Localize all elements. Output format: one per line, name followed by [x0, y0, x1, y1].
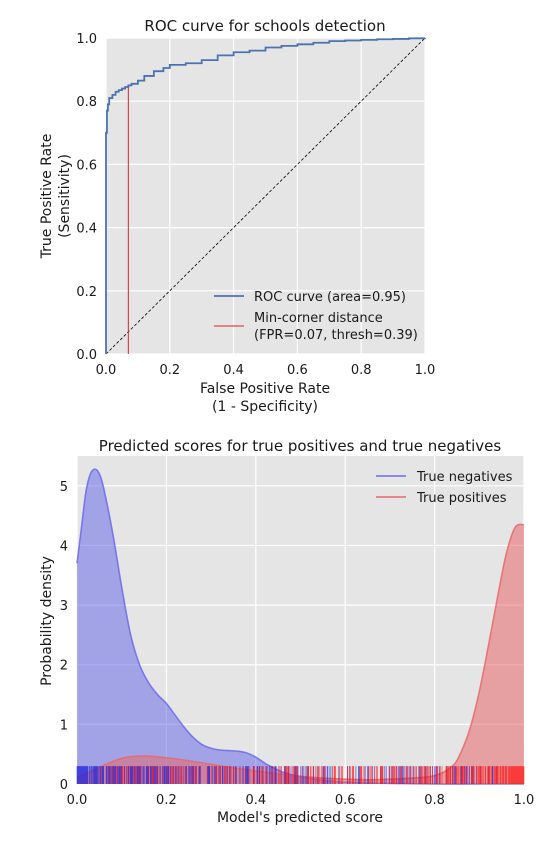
density-ytick-label: 2 — [60, 659, 68, 674]
density-ytick-label: 1 — [60, 718, 68, 733]
roc-title: ROC curve for schools detection — [144, 17, 385, 35]
density-xtick-label: 0.0 — [67, 793, 88, 808]
roc-gridlines — [105, 37, 426, 355]
density-tick-labels: 0.0 0.2 0.4 0.6 0.8 1.0 0 1 2 3 4 5 — [60, 480, 535, 808]
density-xtick-label: 0.6 — [335, 793, 356, 808]
roc-xlabel-line1: False Positive Rate — [200, 381, 330, 397]
roc-tick-labels: 0.0 0.2 0.4 0.6 0.8 1.0 0.0 0.2 0.4 0.6 0.8 1.0 — [76, 32, 435, 378]
density-legend-label-positives: True positives — [416, 491, 507, 506]
density-true-positives-line — [76, 523, 525, 781]
roc-ytick-label: 0.0 — [76, 348, 97, 363]
density-xlabel: Model's predicted score — [217, 810, 383, 826]
roc-legend-label-min-corner-1: Min-corner distance — [254, 311, 383, 326]
density-ytick-label: 3 — [60, 599, 68, 614]
roc-legend: ROC curve (area=0.95) Min-corner distanc… — [214, 290, 418, 343]
density-xtick-label: 1.0 — [514, 793, 535, 808]
roc-ytick-label: 0.4 — [76, 222, 97, 237]
roc-xtick-label: 0.8 — [351, 363, 372, 378]
density-ytick-label: 5 — [60, 480, 68, 495]
density-title: Predicted scores for true positives and … — [99, 437, 502, 455]
roc-ytick-label: 0.2 — [76, 285, 97, 300]
density-true-negatives-area — [77, 469, 524, 785]
roc-chart: 0.0 0.2 0.4 0.6 0.8 1.0 0.0 0.2 0.4 0.6 0.8 1.0 ROC… — [39, 17, 435, 415]
density-chart: 0.0 0.2 0.4 0.6 0.8 1.0 0 1 2 3 4 5 Predicted score… — [39, 437, 534, 826]
roc-legend-label-roc: ROC curve (area=0.95) — [254, 290, 406, 305]
roc-ylabel-line2: (Sensitivity) — [57, 154, 73, 238]
density-rug-marks — [76, 766, 525, 784]
roc-ylabel-line1: True Positive Rate — [39, 134, 55, 260]
roc-ytick-label: 0.6 — [76, 158, 97, 173]
density-legend: True negatives True positives — [376, 470, 513, 506]
roc-xtick-label: 0.4 — [223, 363, 244, 378]
roc-xtick-label: 0.0 — [96, 363, 117, 378]
roc-xtick-label: 0.6 — [287, 363, 308, 378]
roc-ytick-label: 1.0 — [76, 32, 97, 47]
density-legend-label-negatives: True negatives — [416, 470, 513, 485]
roc-plot-area — [106, 38, 425, 354]
roc-xtick-label: 1.0 — [415, 363, 436, 378]
density-ytick-label: 4 — [60, 539, 68, 554]
density-xtick-label: 0.8 — [424, 793, 445, 808]
density-ylabel: Probability density — [39, 556, 55, 686]
density-xtick-label: 0.4 — [245, 793, 266, 808]
roc-xtick-label: 0.2 — [159, 363, 180, 378]
density-true-positives-area — [77, 524, 524, 784]
roc-ytick-label: 0.8 — [76, 95, 97, 110]
density-ytick-label: 0 — [60, 778, 68, 793]
density-xtick-label: 0.2 — [156, 793, 177, 808]
roc-legend-label-min-corner-2: (FPR=0.07, thresh=0.39) — [254, 328, 418, 343]
rug-true-positives — [100, 766, 525, 784]
roc-xlabel-line2: (1 - Specificity) — [212, 399, 318, 415]
roc-series-group — [105, 37, 426, 355]
roc-curve-line — [105, 37, 426, 354]
